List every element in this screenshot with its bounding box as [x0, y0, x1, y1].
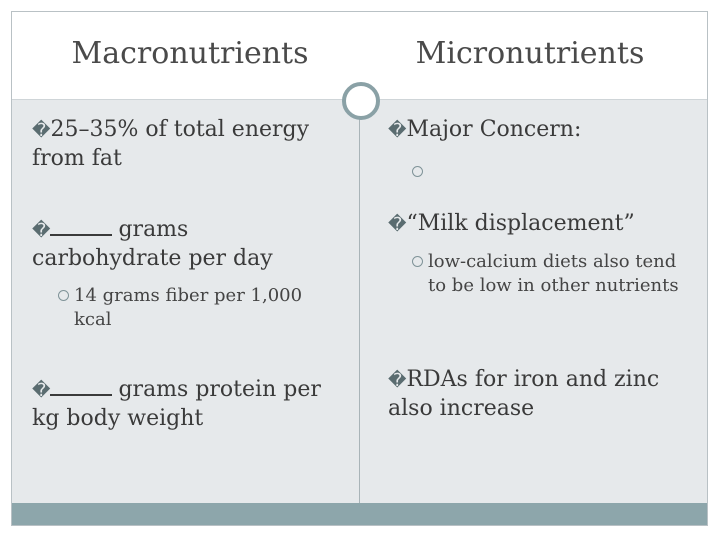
- bullet-icon: �: [32, 220, 51, 241]
- bottom-accent-bar: [12, 503, 707, 525]
- fill-in-blank: [50, 394, 113, 396]
- left-bullet-carbohydrate-text: grams carbohydrate per day: [32, 217, 273, 271]
- low-calcium-sub-bullet: low-calcium diets also tend to be low in…: [428, 251, 679, 296]
- fiber-sub-bullet: 14 grams fiber per 1,000 kcal: [74, 285, 303, 330]
- left-bullet-fat-text: 25–35% of total energy from fat: [32, 117, 310, 171]
- sub-bullet-icon: [412, 166, 423, 177]
- right-bullet-milk-displacement: �“Milk displacement”: [388, 210, 698, 239]
- left-bullet-carbohydrate: � grams carbohydrate per day: [32, 216, 332, 273]
- left-bullet-protein: � grams protein per kg body weight: [32, 376, 342, 433]
- right-bullet-major-concern-text: Major Concern:: [406, 117, 582, 142]
- sub-bullet-icon: [58, 290, 69, 301]
- sub-bullet-icon: [412, 256, 423, 267]
- fill-in-blank: [50, 234, 113, 236]
- bullet-icon: �: [388, 120, 407, 141]
- column-divider: [359, 118, 360, 503]
- bullet-icon: �: [388, 370, 407, 391]
- left-bullet-protein-text: grams protein per kg body weight: [32, 377, 321, 431]
- right-bullet-rdas: �RDAs for iron and zinc also increase: [388, 366, 688, 423]
- left-bullet-fat: �25–35% of total energy from fat: [32, 116, 332, 173]
- right-bullet-rdas-text: RDAs for iron and zinc also increase: [388, 367, 660, 421]
- divider-circle-ornament: [342, 82, 380, 120]
- bullet-icon: �: [32, 120, 51, 141]
- right-bullet-milk-displacement-text: “Milk displacement”: [406, 211, 635, 236]
- bullet-icon: �: [32, 380, 51, 401]
- bullet-icon: �: [388, 214, 407, 235]
- micronutrients-title: Micronutrients: [415, 36, 645, 71]
- macronutrients-title: Macronutrients: [71, 36, 309, 71]
- right-bullet-major-concern: �Major Concern:: [388, 116, 698, 145]
